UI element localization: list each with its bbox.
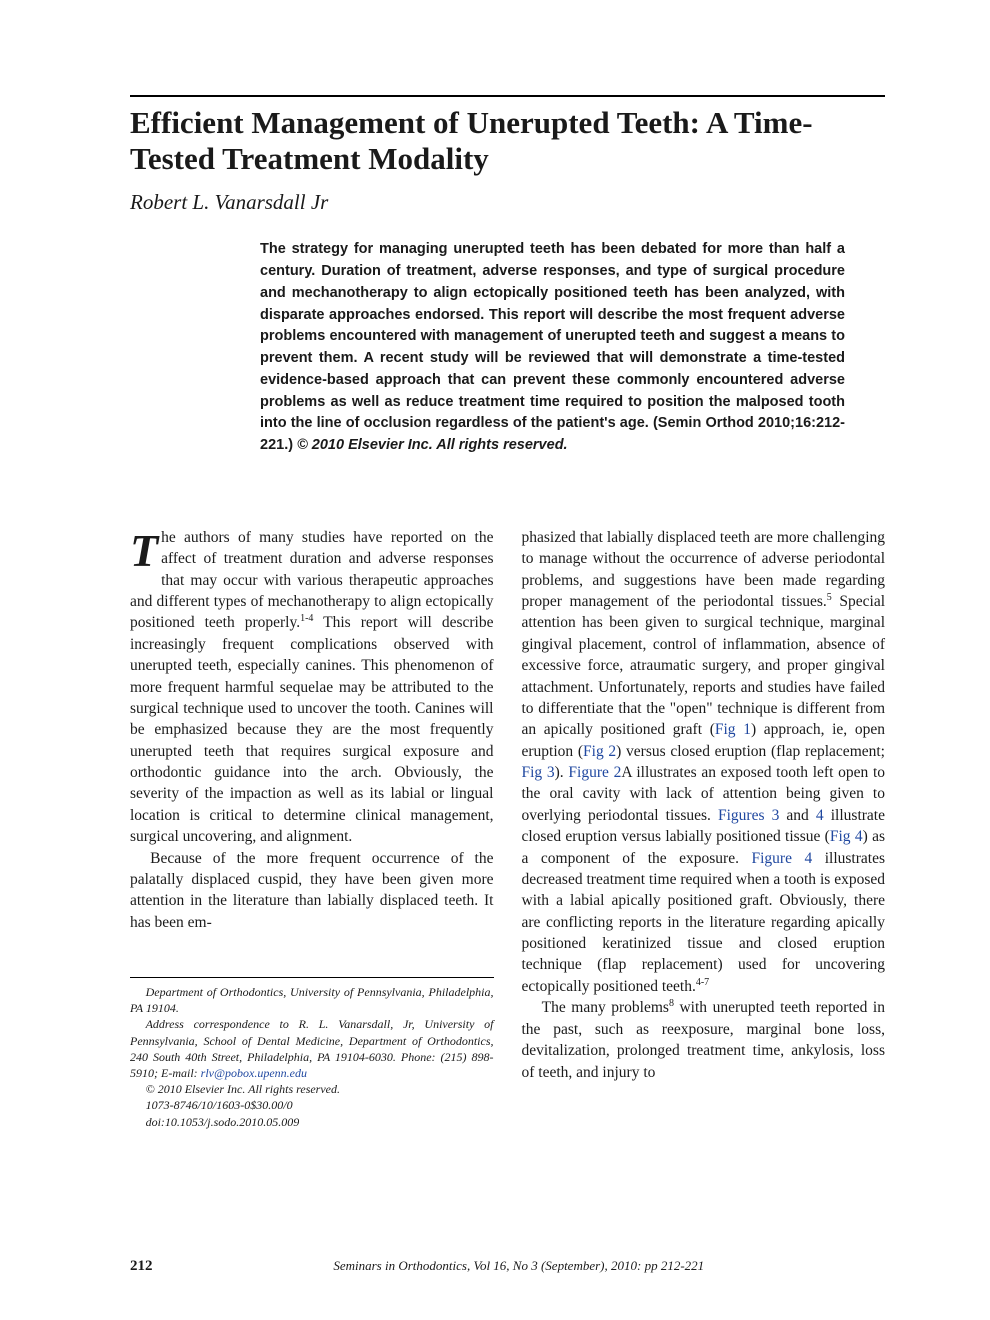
article-title: Efficient Management of Unerupted Teeth:… (130, 105, 885, 176)
fig-ref-4b[interactable]: Fig 4 (830, 828, 863, 845)
footnote-copyright: © 2010 Elsevier Inc. All rights reserved… (130, 1081, 494, 1097)
para-3: phasized that labially displaced teeth a… (522, 527, 886, 998)
citation-sup-1: 1-4 (300, 613, 313, 624)
p3g: and (779, 807, 816, 824)
p3e: ). (555, 764, 569, 781)
abstract-copyright: © 2010 Elsevier Inc. All rights reserved… (297, 437, 567, 453)
abstract-text: The strategy for managing unerupted teet… (260, 241, 845, 431)
para-4: The many problems8 with unerupted teeth … (522, 997, 886, 1083)
para-1-text-b: This report will describe increasingly f… (130, 614, 494, 845)
page-number: 212 (130, 1258, 153, 1275)
p3d: ) versus closed eruption (flap replaceme… (616, 743, 885, 760)
fig-ref-4a[interactable]: 4 (816, 807, 824, 824)
citation-sup-3: 4-7 (696, 977, 709, 988)
fig-ref-1[interactable]: Fig 1 (715, 721, 751, 738)
fig-ref-3[interactable]: Fig 3 (522, 764, 555, 781)
footnote-address-text: Address correspondence to R. L. Vanarsda… (130, 1017, 494, 1080)
fig-ref-2[interactable]: Fig 2 (583, 743, 616, 760)
footnote-doi: doi:10.1053/j.sodo.2010.05.009 (130, 1114, 494, 1130)
p3j: illustrates decreased treatment time req… (522, 850, 886, 995)
footnote-dept: Department of Orthodontics, University o… (130, 984, 494, 1016)
p3b: Special attention has been given to surg… (522, 593, 886, 738)
footnotes-block: Department of Orthodontics, University o… (130, 977, 494, 1130)
column-left: The authors of many studies have reporte… (130, 527, 494, 1130)
page-footer: 212 Seminars in Orthodontics, Vol 16, No… (130, 1258, 885, 1275)
author-name: Robert L. Vanarsdall Jr (130, 190, 885, 215)
footnote-address: Address correspondence to R. L. Vanarsda… (130, 1016, 494, 1081)
fig-ref-2a[interactable]: Figure 2 (568, 764, 621, 781)
fig-ref-34[interactable]: Figures 3 (718, 807, 779, 824)
p4a: The many problems (542, 1000, 669, 1017)
journal-citation: Seminars in Orthodontics, Vol 16, No 3 (… (153, 1258, 886, 1274)
body-columns: The authors of many studies have reporte… (130, 527, 885, 1130)
fig-ref-4c[interactable]: Figure 4 (751, 850, 812, 867)
para-1: The authors of many studies have reporte… (130, 527, 494, 848)
footnote-email[interactable]: rlv@pobox.upenn.edu (201, 1066, 307, 1080)
top-rule (130, 95, 885, 97)
abstract-block: The strategy for managing unerupted teet… (260, 239, 845, 457)
column-right: phasized that labially displaced teeth a… (522, 527, 886, 1130)
para-2: Because of the more frequent occurrence … (130, 848, 494, 934)
dropcap: T (130, 527, 161, 570)
footnote-issn: 1073-8746/10/1603-0$30.00/0 (130, 1097, 494, 1113)
